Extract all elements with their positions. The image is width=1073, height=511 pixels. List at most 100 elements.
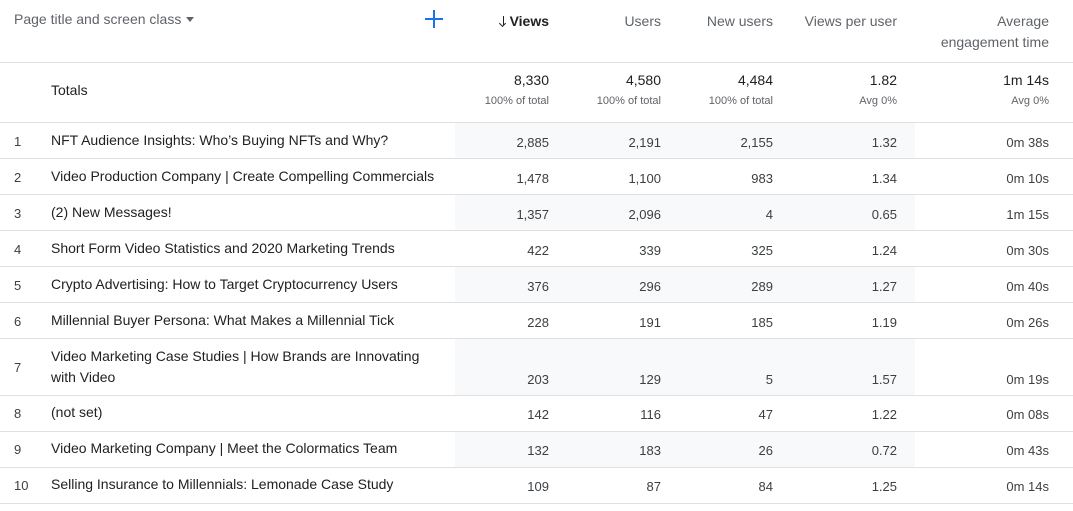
cell-views-per-user: 0.65 bbox=[871, 207, 897, 222]
table-row[interactable]: 2 Video Production Company | Create Comp… bbox=[0, 159, 1073, 195]
row-index: 5 bbox=[14, 278, 22, 293]
cell-users: 339 bbox=[639, 243, 661, 258]
cell-avg-engagement: 0m 30s bbox=[1006, 243, 1049, 258]
cell-views-per-user: 0.72 bbox=[871, 443, 897, 458]
table-row[interactable]: 8 (not set) 142 116 47 1.22 0m 08s bbox=[0, 396, 1073, 432]
totals-label: Totals bbox=[51, 82, 88, 98]
table-header: Page title and screen class Views Users … bbox=[0, 0, 1073, 63]
row-index: 9 bbox=[14, 442, 22, 457]
cell-avg-engagement: 0m 38s bbox=[1006, 135, 1049, 150]
row-title[interactable]: Selling Insurance to Millennials: Lemona… bbox=[51, 476, 394, 492]
cell-avg-engagement: 0m 19s bbox=[1006, 372, 1049, 387]
row-title[interactable]: Video Marketing Case Studies | How Brand… bbox=[51, 348, 420, 385]
cell-new-users: 84 bbox=[758, 479, 773, 494]
cell-views: 203 bbox=[527, 372, 549, 387]
totals-users-value: 4,580 bbox=[625, 72, 661, 88]
table-row[interactable]: 7 Video Marketing Case Studies | How Bra… bbox=[0, 339, 1073, 396]
row-index: 1 bbox=[14, 134, 22, 149]
totals-views-per-user: 1.82 Avg 0% bbox=[859, 72, 897, 108]
row-index: 2 bbox=[14, 170, 22, 185]
totals-vpu-value: 1.82 bbox=[869, 72, 897, 88]
row-index: 6 bbox=[14, 314, 22, 329]
row-title[interactable]: Video Production Company | Create Compel… bbox=[51, 168, 435, 184]
totals-vpu-sub: Avg 0% bbox=[859, 95, 897, 107]
cell-users: 129 bbox=[639, 372, 661, 387]
cell-avg-engagement: 0m 43s bbox=[1006, 443, 1049, 458]
table-row[interactable]: 1 NFT Audience Insights: Who’s Buying NF… bbox=[0, 123, 1073, 159]
row-title[interactable]: Crypto Advertising: How to Target Crypto… bbox=[51, 276, 398, 292]
column-header-users[interactable]: Users bbox=[624, 13, 661, 29]
cell-views: 142 bbox=[527, 407, 549, 422]
cell-views: 1,357 bbox=[516, 207, 549, 222]
cell-views-per-user: 1.22 bbox=[871, 407, 897, 422]
row-title[interactable]: Short Form Video Statistics and 2020 Mar… bbox=[51, 240, 395, 256]
row-title[interactable]: NFT Audience Insights: Who’s Buying NFTs… bbox=[51, 132, 389, 148]
cell-new-users: 5 bbox=[765, 372, 773, 387]
row-title[interactable]: (2) New Messages! bbox=[51, 204, 172, 220]
cell-new-users: 983 bbox=[751, 171, 773, 186]
totals-views-sub: 100% of total bbox=[484, 95, 549, 107]
table-row[interactable]: 3 (2) New Messages! 1,357 2,096 4 0.65 1… bbox=[0, 195, 1073, 231]
dimension-selector[interactable]: Page title and screen class bbox=[14, 11, 195, 27]
table-row[interactable]: 10 Selling Insurance to Millennials: Lem… bbox=[0, 468, 1073, 504]
totals-views-value: 8,330 bbox=[513, 72, 549, 88]
column-header-avg-engagement-time[interactable]: Average engagement time bbox=[941, 11, 1049, 53]
cell-users: 296 bbox=[639, 279, 661, 294]
row-index: 7 bbox=[14, 360, 22, 375]
row-index: 4 bbox=[14, 242, 22, 257]
cell-users: 87 bbox=[646, 479, 661, 494]
table-row[interactable]: 4 Short Form Video Statistics and 2020 M… bbox=[0, 231, 1073, 267]
cell-views-per-user: 1.34 bbox=[871, 171, 897, 186]
cell-users: 191 bbox=[639, 315, 661, 330]
column-label-views: Views bbox=[509, 13, 549, 29]
cell-new-users: 325 bbox=[751, 243, 773, 258]
chevron-down-icon bbox=[186, 17, 195, 22]
column-header-views[interactable]: Views bbox=[500, 11, 549, 32]
cell-views-per-user: 1.24 bbox=[871, 243, 897, 258]
row-title[interactable]: (not set) bbox=[51, 404, 103, 420]
cell-views: 376 bbox=[527, 279, 549, 294]
cell-views: 2,885 bbox=[516, 135, 549, 150]
cell-users: 183 bbox=[639, 443, 661, 458]
cell-users: 116 bbox=[640, 407, 661, 422]
cell-avg-engagement: 0m 40s bbox=[1006, 279, 1049, 294]
cell-users: 2,096 bbox=[628, 207, 661, 222]
totals-new-users-sub: 100% of total bbox=[708, 95, 773, 107]
cell-users: 1,100 bbox=[628, 171, 661, 186]
cell-views: 422 bbox=[527, 243, 549, 258]
row-index: 8 bbox=[14, 406, 22, 421]
table-row[interactable]: 5 Crypto Advertising: How to Target Cryp… bbox=[0, 267, 1073, 303]
cell-avg-engagement: 1m 15s bbox=[1006, 207, 1049, 222]
cell-views: 132 bbox=[527, 443, 549, 458]
totals-new-users: 4,484 100% of total bbox=[709, 72, 773, 108]
cell-views: 228 bbox=[527, 315, 549, 330]
cell-views: 1,478 bbox=[516, 171, 549, 186]
plus-icon[interactable] bbox=[423, 8, 445, 30]
cell-avg-engagement: 0m 26s bbox=[1006, 315, 1049, 330]
cell-new-users: 185 bbox=[751, 315, 773, 330]
column-header-views-per-user[interactable]: Views per user bbox=[804, 13, 897, 29]
row-index: 10 bbox=[14, 478, 29, 493]
cell-avg-engagement: 0m 08s bbox=[1006, 407, 1049, 422]
totals-row: Totals 8,330 100% of total 4,580 100% of… bbox=[0, 62, 1073, 123]
cell-new-users: 4 bbox=[765, 207, 773, 222]
column-label-avg-line1: Average bbox=[997, 13, 1049, 29]
cell-views-per-user: 1.19 bbox=[871, 315, 897, 330]
cell-new-users: 2,155 bbox=[740, 135, 773, 150]
column-header-new-users[interactable]: New users bbox=[706, 13, 773, 29]
totals-views: 8,330 100% of total bbox=[485, 72, 549, 108]
totals-eng-value: 1m 14s bbox=[1003, 72, 1049, 88]
table-row[interactable]: 6 Millennial Buyer Persona: What Makes a… bbox=[0, 303, 1073, 339]
cell-avg-engagement: 0m 10s bbox=[1006, 171, 1049, 186]
cell-views-per-user: 1.32 bbox=[871, 135, 897, 150]
totals-new-users-value: 4,484 bbox=[737, 72, 773, 88]
table-row[interactable]: 9 Video Marketing Company | Meet the Col… bbox=[0, 432, 1073, 468]
cell-views: 109 bbox=[527, 479, 549, 494]
totals-users-sub: 100% of total bbox=[596, 95, 661, 107]
totals-eng-sub: Avg 0% bbox=[1011, 95, 1049, 107]
row-title[interactable]: Millennial Buyer Persona: What Makes a M… bbox=[51, 312, 395, 328]
totals-avg-engagement: 1m 14s Avg 0% bbox=[1003, 72, 1049, 108]
sort-down-arrow-icon bbox=[500, 16, 508, 27]
row-title[interactable]: Video Marketing Company | Meet the Color… bbox=[51, 440, 398, 456]
